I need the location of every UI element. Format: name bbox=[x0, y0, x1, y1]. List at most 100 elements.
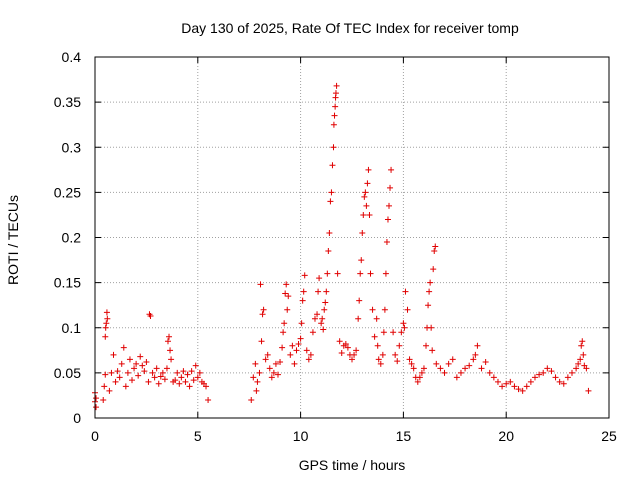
data-point bbox=[299, 297, 306, 304]
data-point bbox=[143, 359, 150, 366]
data-point bbox=[103, 309, 110, 316]
data-point bbox=[316, 275, 323, 282]
data-point bbox=[184, 371, 191, 378]
data-point bbox=[327, 198, 334, 205]
data-point bbox=[426, 288, 433, 295]
data-point bbox=[257, 281, 264, 288]
data-point bbox=[418, 369, 425, 376]
data-point bbox=[100, 396, 107, 403]
data-point bbox=[408, 360, 415, 367]
data-point bbox=[519, 387, 526, 394]
data-point bbox=[384, 216, 391, 223]
x-tick-label: 25 bbox=[601, 428, 617, 444]
x-tick-label: 0 bbox=[91, 428, 99, 444]
data-point bbox=[163, 365, 170, 372]
data-point bbox=[490, 374, 497, 381]
data-point bbox=[361, 193, 368, 200]
data-point bbox=[283, 281, 290, 288]
data-point bbox=[301, 272, 308, 279]
data-point bbox=[293, 347, 300, 354]
data-point bbox=[104, 315, 111, 322]
data-point bbox=[114, 368, 121, 375]
data-point bbox=[151, 374, 158, 381]
data-point bbox=[583, 365, 590, 372]
data-point bbox=[470, 356, 477, 363]
data-point bbox=[164, 338, 171, 345]
y-tick-label: 0.4 bbox=[62, 49, 82, 65]
data-point bbox=[102, 371, 109, 378]
data-points bbox=[92, 82, 592, 411]
data-point bbox=[101, 383, 108, 390]
data-point bbox=[381, 306, 388, 313]
data-point bbox=[291, 360, 298, 367]
data-point bbox=[387, 184, 394, 191]
data-point bbox=[284, 306, 291, 313]
data-point bbox=[437, 365, 444, 372]
data-point bbox=[579, 338, 586, 345]
data-point bbox=[330, 121, 337, 128]
data-point bbox=[431, 248, 438, 255]
data-point bbox=[332, 90, 339, 97]
data-point bbox=[342, 340, 349, 347]
data-point bbox=[264, 351, 271, 358]
chart-title: Day 130 of 2025, Rate Of TEC Index for r… bbox=[181, 20, 519, 36]
data-point bbox=[351, 351, 358, 358]
data-point bbox=[248, 396, 255, 403]
data-point bbox=[462, 365, 469, 372]
data-point bbox=[398, 329, 405, 336]
data-point bbox=[147, 313, 154, 320]
data-point bbox=[295, 340, 302, 347]
data-point bbox=[319, 315, 326, 322]
data-point bbox=[328, 189, 335, 196]
data-point bbox=[116, 374, 123, 381]
data-point bbox=[414, 378, 421, 385]
x-tick-label: 5 bbox=[194, 428, 202, 444]
data-point bbox=[575, 360, 582, 367]
data-point bbox=[188, 368, 195, 375]
data-point bbox=[363, 202, 370, 209]
data-point bbox=[178, 374, 185, 381]
data-point bbox=[102, 333, 109, 340]
data-point bbox=[270, 369, 277, 376]
data-point bbox=[478, 365, 485, 372]
data-point bbox=[326, 229, 333, 236]
y-tick-label: 0.3 bbox=[62, 139, 82, 155]
data-point bbox=[560, 380, 567, 387]
x-tick-label: 10 bbox=[293, 428, 309, 444]
y-tick-label: 0.35 bbox=[54, 94, 81, 110]
data-point bbox=[139, 362, 146, 369]
data-point bbox=[126, 356, 133, 363]
y-tick-label: 0 bbox=[73, 410, 81, 426]
axis-ticks bbox=[94, 56, 610, 419]
data-point bbox=[268, 374, 275, 381]
data-point bbox=[375, 356, 382, 363]
data-point bbox=[499, 383, 506, 390]
data-point bbox=[297, 335, 304, 342]
data-point bbox=[406, 356, 413, 363]
data-point bbox=[135, 372, 142, 379]
data-point bbox=[344, 344, 351, 351]
data-point bbox=[396, 342, 403, 349]
data-point bbox=[356, 297, 363, 304]
data-point bbox=[118, 360, 125, 367]
data-point bbox=[137, 353, 144, 360]
data-point bbox=[511, 383, 518, 390]
data-point bbox=[362, 189, 369, 196]
y-tick-label: 0.1 bbox=[62, 320, 82, 336]
data-point bbox=[420, 365, 427, 372]
data-point bbox=[256, 369, 263, 376]
data-point bbox=[253, 387, 260, 394]
data-point bbox=[366, 211, 373, 218]
x-tick-label: 20 bbox=[498, 428, 514, 444]
data-point bbox=[281, 320, 288, 327]
data-point bbox=[410, 365, 417, 372]
data-point bbox=[355, 315, 362, 322]
data-point bbox=[380, 329, 387, 336]
data-point bbox=[93, 395, 100, 402]
data-point bbox=[274, 371, 281, 378]
data-point bbox=[182, 378, 189, 385]
data-point bbox=[486, 369, 493, 376]
data-point bbox=[323, 288, 330, 295]
data-point bbox=[388, 166, 395, 173]
